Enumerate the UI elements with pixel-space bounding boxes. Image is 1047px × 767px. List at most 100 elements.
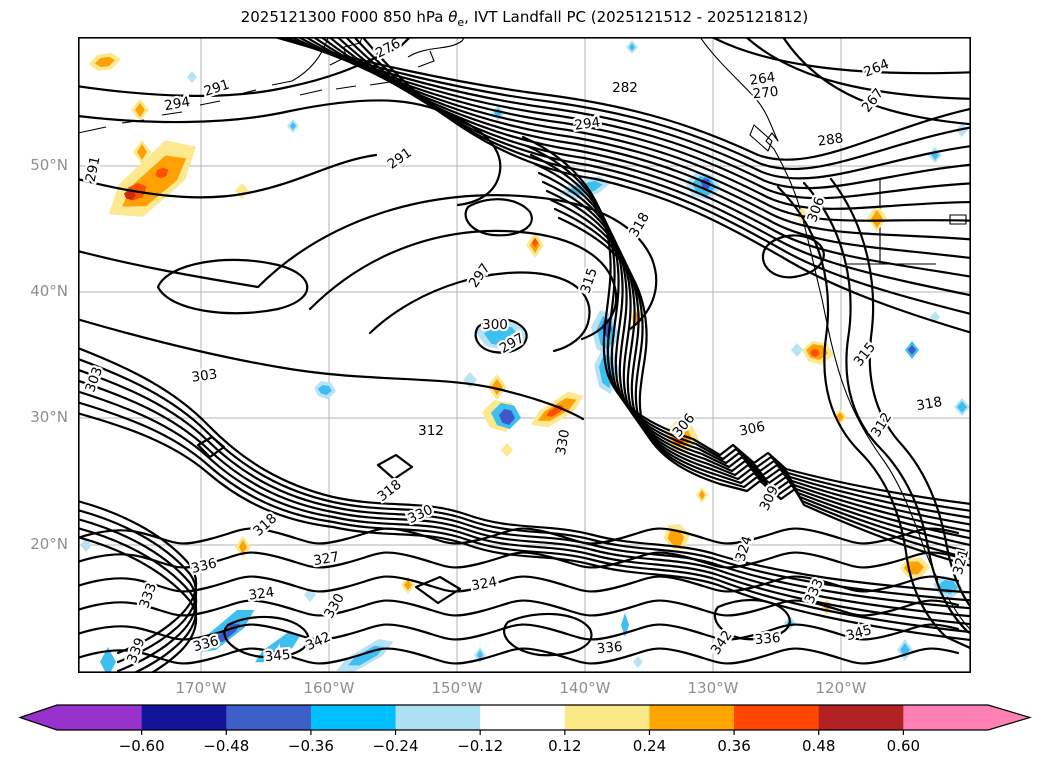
theta-e-contour [713, 598, 791, 641]
colorbar-ticks [141, 730, 904, 735]
theta-e-contour [78, 599, 960, 617]
pc-shading-patch [484, 325, 520, 347]
colorbar-tick-label: −0.60 [119, 737, 165, 755]
pc-shading-patch [95, 56, 115, 67]
colorbar-segment [57, 705, 143, 730]
lat-tick-label: 20°N [30, 535, 68, 553]
theta-e-contour [78, 536, 198, 673]
lon-tick-label: 170°W [175, 679, 227, 697]
theta-e-contour [78, 368, 971, 610]
pc-shading-patch [871, 210, 883, 228]
theta-e-contour [288, 37, 971, 190]
pc-shading-patch [239, 540, 247, 554]
pc-shading-patch [404, 580, 412, 590]
contour-label: 270 [752, 84, 779, 103]
colorbar-segment [310, 705, 397, 730]
theta-e-contour [78, 527, 198, 673]
colorbar-tick-label: −0.36 [288, 737, 334, 755]
contour-label: 264 [749, 69, 777, 88]
theta-e-contour [368, 271, 591, 353]
colorbar-outline [18, 704, 1033, 731]
theta-e-contour [474, 318, 528, 354]
theta-e-contour [78, 318, 585, 421]
theta-e-contour [78, 379, 971, 618]
lon-tick-label: 160°W [303, 679, 355, 697]
plot-title: 2025121300 F000 850 hPa θe, IVT Landfall… [78, 8, 971, 29]
colorbar-tick-label: 0.48 [802, 737, 835, 755]
title-theta-subscript: e [457, 16, 465, 29]
pc-shading-patch [155, 167, 169, 179]
pc-shading-patch [629, 43, 635, 51]
theta-e-contour [781, 37, 971, 126]
theta-e-contour [78, 551, 960, 569]
colorbar-tick-label: 0.24 [633, 737, 666, 755]
lon-tick-label: 120°W [815, 679, 867, 697]
colorbar-tick-label: 0.36 [717, 737, 750, 755]
theta-e-contour [336, 37, 971, 278]
theta-e-contour [78, 390, 971, 626]
theta-e-contour [78, 647, 960, 665]
title-theta-symbol: θ [448, 8, 458, 26]
colorbar-tick-labels: −0.60 −0.48 −0.36 −0.24 −0.12 0.12 0.24 0.36 0.4… [119, 737, 920, 755]
pc-shading-patch [791, 343, 803, 357]
contour-label: 300 [482, 317, 508, 333]
pc-shading-patch [836, 412, 844, 422]
theta-e-contour [78, 518, 198, 673]
title-pre: 2025121300 F000 850 hPa [240, 8, 449, 26]
pc-shading-patch [318, 385, 332, 395]
theta-e-contour [78, 357, 971, 602]
lon-tick-label: 140°W [559, 679, 611, 697]
pc-shading-patch [135, 103, 145, 117]
pc-shading-patch [255, 632, 302, 663]
pc-shading-patch [699, 490, 705, 500]
contour-label: 303 [191, 366, 219, 385]
contour-label: 294 [574, 114, 602, 133]
theta-e-contour [744, 37, 971, 100]
coastline-path [749, 124, 773, 152]
colorbar-under-arrow [20, 705, 57, 730]
theta-e-contour [196, 435, 226, 459]
theta-e-contour [802, 181, 971, 635]
lat-tick-label: 50°N [30, 156, 68, 174]
colorbar-tick-label: −0.12 [457, 737, 503, 755]
theta-e-contour [776, 185, 971, 650]
colorbar-segment [141, 705, 227, 730]
theta-e-contour [319, 37, 971, 241]
lon-tick-label: 150°W [431, 679, 483, 697]
theta-e-contour [78, 37, 412, 97]
colorbar-segment [903, 705, 989, 730]
contour-label: 345 [264, 647, 291, 665]
colorbar-tick-label: −0.24 [373, 737, 419, 755]
colorbar-segment [734, 705, 820, 730]
contour-label: 324 [248, 584, 276, 603]
theta-e-contour [78, 99, 502, 207]
theta-e-contour [282, 37, 971, 180]
theta-e-contour [376, 453, 414, 481]
pc-shading-patch [957, 401, 967, 413]
contour-label: 312 [418, 423, 444, 439]
pc-shading-patch [477, 650, 483, 660]
theta-e-contour [78, 249, 260, 289]
theta-e-contour [275, 37, 971, 171]
contour-label: 321 [950, 547, 971, 576]
theta-e-contour [344, 37, 971, 297]
colorbar-segment [226, 705, 312, 730]
lat-tick-label: 40°N [30, 282, 68, 300]
theta-e-contour [256, 194, 658, 331]
theta-e-contour [296, 37, 971, 200]
pc-shading-patch [532, 238, 538, 248]
theta-e-contour [311, 37, 971, 222]
colorbar-segment [480, 705, 566, 730]
map-frame [78, 37, 971, 673]
pc-shading-patch [187, 71, 197, 83]
contour-label: 336 [596, 639, 623, 657]
theta-e-contour [78, 401, 971, 634]
colorbar-segment [395, 705, 481, 730]
theta-e-contour [78, 412, 971, 642]
theta-e-contour [78, 509, 198, 664]
pc-shading-patch [908, 345, 916, 355]
title-post: , IVT Landfall PC (2025121512 - 20251218… [464, 8, 809, 26]
colorbar-segments [18, 704, 1033, 731]
theta-e-contour [78, 575, 960, 593]
